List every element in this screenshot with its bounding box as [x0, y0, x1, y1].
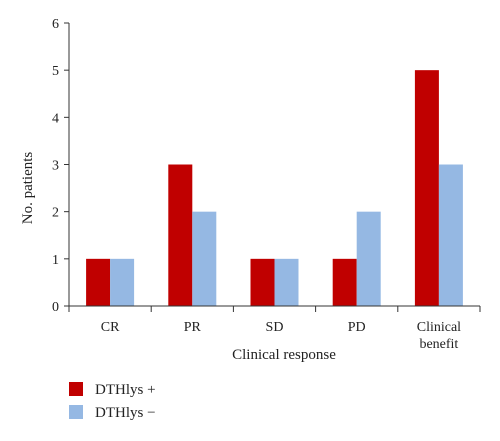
bar-clinical-benefit-series-2 — [438, 164, 463, 306]
y-tick-label: 0 — [52, 300, 59, 315]
bar-pr-series-2 — [192, 211, 217, 306]
x-tick-label: Clinical — [417, 320, 461, 335]
bar-pd-series-2 — [356, 211, 381, 306]
legend-swatch — [69, 405, 83, 419]
y-tick-label: 4 — [52, 111, 59, 126]
bar-clinical-benefit-series-1 — [414, 70, 439, 307]
y-tick-label: 1 — [52, 253, 59, 268]
bar-cr-series-2 — [110, 258, 135, 306]
x-tick-label: benefit — [419, 337, 458, 352]
y-tick-label: 3 — [52, 159, 59, 174]
x-tick-label: PD — [348, 320, 366, 335]
legend-label: DTHlys + — [95, 382, 156, 398]
y-tick-label: 5 — [52, 64, 59, 79]
x-tick-label: CR — [101, 320, 120, 335]
y-tick-label: 2 — [52, 206, 59, 221]
legend-swatch — [69, 382, 83, 396]
bar-pr-series-1 — [168, 164, 193, 306]
bars-layer — [86, 70, 463, 307]
x-tick-label: PR — [184, 320, 202, 335]
legend: DTHlys + DTHlys − — [69, 382, 156, 421]
x-tick-label: SD — [266, 320, 284, 335]
legend-label: DTHlys − — [95, 405, 156, 421]
y-tick-label: 6 — [52, 17, 59, 32]
bar-sd-series-1 — [250, 258, 275, 306]
bar-sd-series-2 — [274, 258, 299, 306]
y-ticks: 0 1 2 3 4 5 6 — [52, 17, 69, 315]
bar-pd-series-1 — [332, 258, 357, 306]
y-axis-label: No. patients — [20, 152, 36, 225]
x-ticks: CR PR SD PD Clinical benefit — [68, 306, 481, 352]
bar-cr-series-1 — [86, 258, 111, 306]
x-axis-label: Clinical response — [232, 347, 336, 363]
